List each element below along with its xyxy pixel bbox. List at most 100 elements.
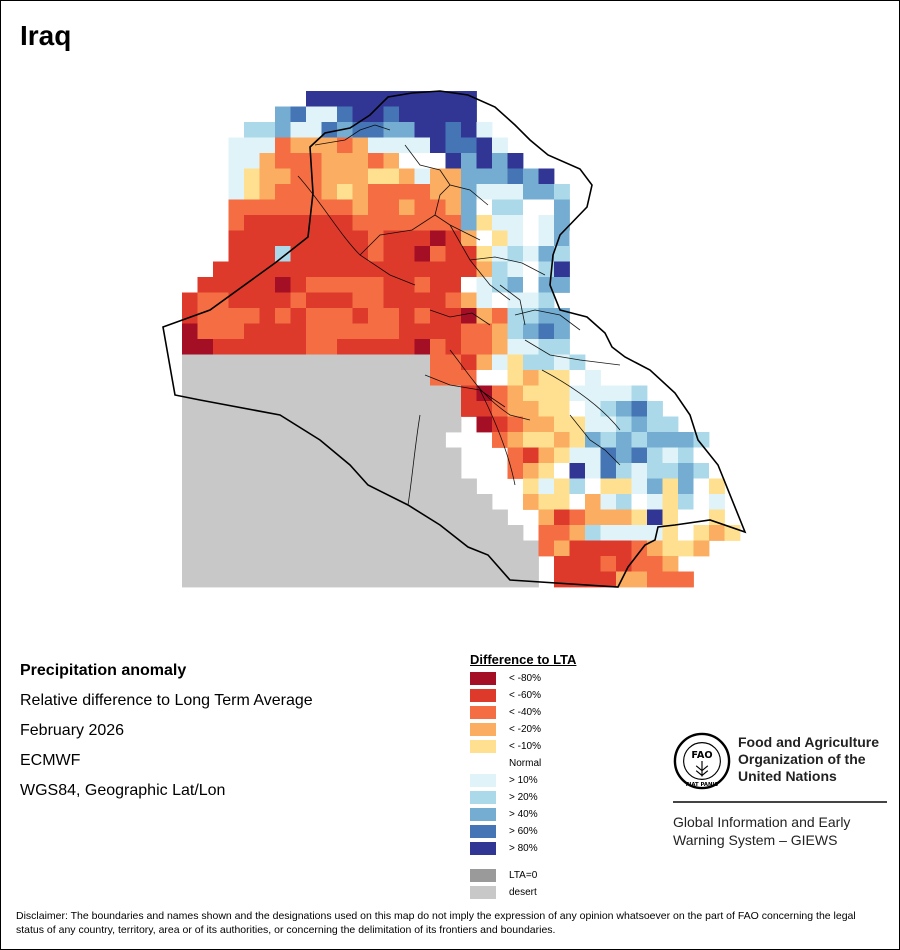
anomaly-cell	[290, 308, 307, 324]
anomaly-cell	[228, 184, 245, 200]
anomaly-cell	[523, 447, 539, 464]
anomaly-cell	[275, 199, 291, 216]
legend: Difference to LTA < -80% < -60% < -40% <…	[470, 652, 576, 899]
legend-label: > 20%	[509, 792, 538, 803]
anomaly-cell	[523, 432, 539, 448]
anomaly-cell	[554, 509, 570, 526]
anomaly-cell	[306, 277, 322, 293]
anomaly-cell	[554, 385, 570, 402]
desert-cell	[244, 447, 260, 464]
anomaly-cell	[492, 385, 508, 402]
desert-cell	[182, 478, 198, 495]
anomaly-cell	[476, 215, 493, 231]
anomaly-cell	[492, 137, 508, 154]
anomaly-cell	[569, 354, 586, 371]
desert-cell	[461, 556, 477, 572]
anomaly-cell	[461, 261, 477, 278]
anomaly-cell	[321, 308, 338, 324]
desert-cell	[337, 354, 353, 371]
anomaly-cell	[445, 215, 462, 231]
anomaly-cell	[631, 401, 648, 417]
province-boundary	[314, 124, 391, 146]
anomaly-cell	[275, 308, 291, 324]
anomaly-cell	[414, 199, 431, 216]
anomaly-cell	[399, 230, 415, 247]
desert-cell	[368, 463, 384, 479]
anomaly-cell	[538, 525, 555, 541]
info-heading: Precipitation anomaly	[20, 662, 187, 679]
anomaly-cell	[538, 494, 555, 510]
anomaly-cell	[290, 277, 307, 293]
legend-label: > 10%	[509, 775, 538, 786]
anomaly-cell	[476, 370, 493, 386]
anomaly-cell	[647, 463, 663, 479]
desert-cell	[306, 494, 322, 510]
desert-cell	[414, 478, 431, 495]
desert-cell	[445, 525, 462, 541]
iraq-national-border	[162, 90, 747, 588]
desert-cell	[368, 416, 384, 433]
fao-name: Food and Agriculture Organization of the…	[738, 734, 879, 785]
anomaly-cell	[678, 478, 694, 495]
anomaly-cell	[678, 447, 694, 464]
anomaly-cell	[569, 509, 586, 526]
anomaly-cell	[321, 277, 338, 293]
anomaly-cell	[197, 292, 214, 309]
anomaly-cell	[538, 463, 555, 479]
anomaly-cell	[678, 525, 694, 541]
anomaly-cell	[306, 153, 322, 169]
desert-cell	[445, 571, 462, 588]
desert-cell	[182, 509, 198, 526]
desert-cell	[383, 385, 400, 402]
info-source: ECMWF	[20, 752, 81, 769]
desert-cell	[383, 571, 400, 588]
precipitation-anomaly-map	[162, 90, 747, 588]
anomaly-cell	[616, 509, 632, 526]
desert-cell	[352, 525, 369, 541]
desert-cell	[399, 540, 415, 557]
desert-cell	[445, 478, 462, 495]
anomaly-cell	[290, 323, 307, 340]
anomaly-cell	[662, 556, 679, 572]
anomaly-cell	[352, 137, 369, 154]
anomaly-cell	[523, 168, 539, 185]
anomaly-cell	[228, 339, 245, 355]
anomaly-cell	[693, 525, 710, 541]
desert-cell	[430, 416, 446, 433]
svg-text:FIAT PANIS: FIAT PANIS	[686, 782, 719, 788]
desert-cell	[306, 385, 322, 402]
anomaly-cell	[461, 184, 477, 200]
anomaly-cell	[352, 153, 369, 169]
anomaly-cell	[306, 168, 322, 185]
desert-cell	[197, 432, 214, 448]
anomaly-cell	[476, 168, 493, 185]
anomaly-cell	[352, 339, 369, 355]
anomaly-cell	[368, 153, 384, 169]
anomaly-cell	[647, 525, 663, 541]
desert-cell	[228, 571, 245, 588]
anomaly-cell	[538, 323, 555, 340]
desert-cell	[507, 556, 524, 572]
desert-cell	[476, 494, 493, 510]
fao-logo: FAO FIAT PANIS	[673, 732, 731, 790]
anomaly-cell	[399, 308, 415, 324]
anomaly-cell	[414, 339, 431, 355]
desert-cell	[290, 556, 307, 572]
anomaly-cell	[507, 153, 524, 169]
desert-cell	[244, 354, 260, 371]
province-boundary	[407, 414, 421, 506]
desert-cell	[259, 416, 276, 433]
desert-cell	[306, 525, 322, 541]
desert-cell	[461, 571, 477, 588]
desert-cell	[275, 540, 291, 557]
anomaly-cell	[321, 230, 338, 247]
anomaly-cell	[383, 199, 400, 216]
desert-cell	[228, 556, 245, 572]
anomaly-cell	[507, 246, 524, 262]
anomaly-cell	[445, 339, 462, 355]
anomaly-cell	[414, 230, 431, 247]
anomaly-cell	[585, 463, 601, 479]
anomaly-cell	[352, 106, 369, 123]
legend-label: < -80%	[509, 673, 541, 684]
desert-cell	[414, 571, 431, 588]
